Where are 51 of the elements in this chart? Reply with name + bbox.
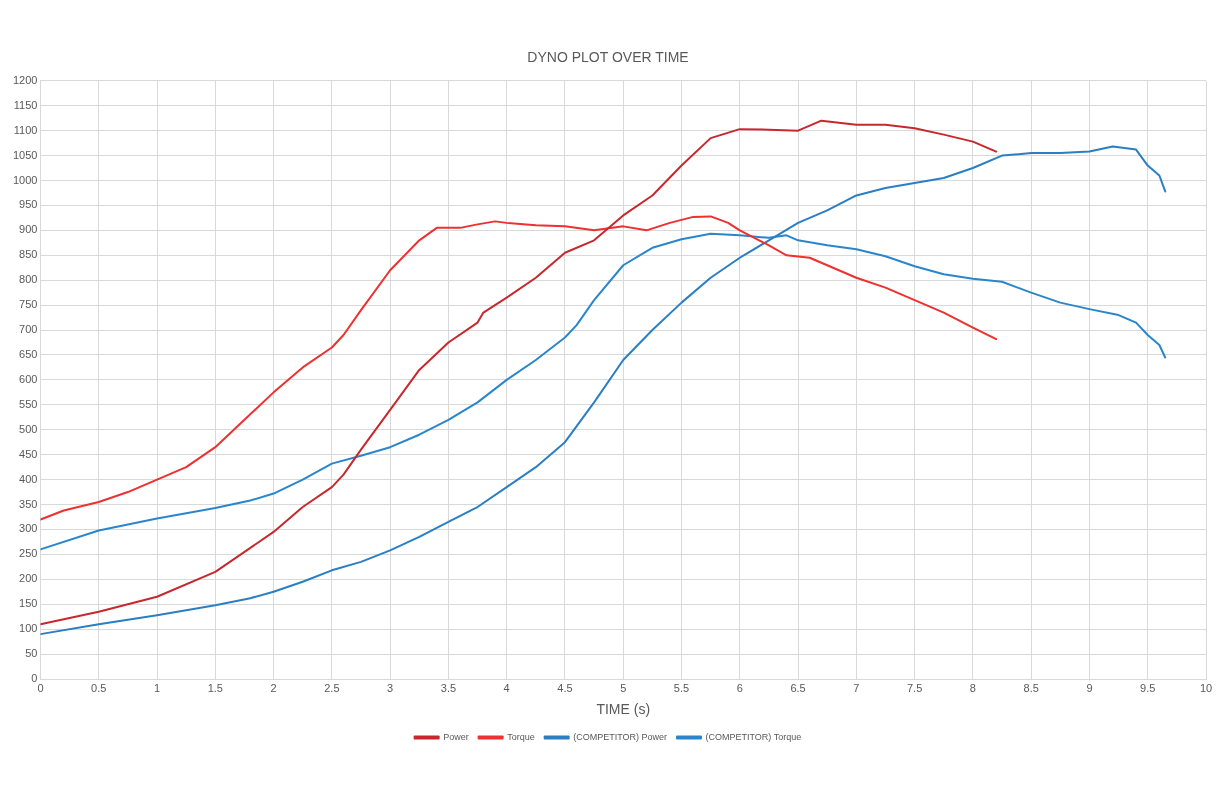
y-tick-label: 1100 bbox=[13, 123, 38, 136]
y-tick-label: 1050 bbox=[12, 148, 38, 161]
y-tick-label: 150 bbox=[19, 597, 38, 610]
y-tick-label: 200 bbox=[19, 572, 38, 585]
y-tick-label: 700 bbox=[19, 323, 38, 336]
x-tick-label: 4 bbox=[503, 681, 510, 694]
x-tick-label: 1 bbox=[153, 681, 161, 694]
y-tick-label: 600 bbox=[19, 372, 38, 385]
y-tick-label: 650 bbox=[19, 348, 38, 361]
x-tick-label: 0.5 bbox=[91, 681, 107, 694]
x-tick-label: 7 bbox=[853, 681, 860, 694]
y-tick-label: 1200 bbox=[12, 73, 38, 86]
y-tick-label: 900 bbox=[19, 223, 38, 236]
y-tick-label: 950 bbox=[19, 198, 38, 211]
x-tick-label: 2 bbox=[270, 681, 277, 694]
y-tick-label: 850 bbox=[19, 248, 38, 261]
x-tick-label: 7.5 bbox=[906, 681, 923, 694]
y-tick-label: 550 bbox=[19, 397, 38, 410]
y-tick-label: 350 bbox=[19, 497, 38, 510]
x-tick-label: 6 bbox=[736, 681, 743, 694]
y-tick-label: 1000 bbox=[12, 173, 38, 186]
x-tick-label: 3 bbox=[387, 681, 394, 694]
x-tick-label: 8.5 bbox=[1023, 681, 1039, 694]
x-tick-label: 3.5 bbox=[440, 681, 457, 694]
x-axis-title: TIME (s) bbox=[596, 701, 651, 718]
x-tick-label: 2.5 bbox=[324, 681, 340, 694]
x-tick-label: 9.5 bbox=[1140, 681, 1156, 694]
y-tick-label: 750 bbox=[19, 298, 38, 311]
y-tick-label: 1150 bbox=[13, 98, 38, 111]
legend-label: Power bbox=[443, 731, 469, 742]
chart-title: DYNO PLOT OVER TIME bbox=[527, 49, 689, 66]
x-tick-label: 9 bbox=[1086, 681, 1093, 694]
y-tick-label: 450 bbox=[19, 447, 38, 460]
y-tick-label: 800 bbox=[19, 273, 38, 286]
y-tick-label: 100 bbox=[19, 622, 38, 635]
x-tick-label: 6.5 bbox=[790, 681, 806, 694]
legend-label: Torque bbox=[507, 731, 535, 742]
y-tick-label: 500 bbox=[19, 422, 38, 435]
legend-label: (COMPETITOR) Power bbox=[573, 731, 668, 742]
x-tick-label: 1.5 bbox=[207, 681, 223, 694]
x-tick-label: 5 bbox=[620, 681, 627, 694]
x-tick-label: 8 bbox=[969, 681, 976, 694]
x-tick-label: 10 bbox=[1199, 681, 1213, 694]
y-tick-label: 300 bbox=[19, 522, 38, 535]
y-tick-label: 50 bbox=[25, 647, 38, 660]
legend-label: (COMPETITOR) Torque bbox=[705, 731, 802, 742]
y-tick-label: 250 bbox=[19, 547, 38, 560]
x-tick-label: 5.5 bbox=[673, 681, 690, 694]
y-tick-label: 400 bbox=[19, 472, 38, 485]
y-tick-label: 0 bbox=[31, 672, 38, 685]
x-tick-label: 4.5 bbox=[557, 681, 573, 694]
